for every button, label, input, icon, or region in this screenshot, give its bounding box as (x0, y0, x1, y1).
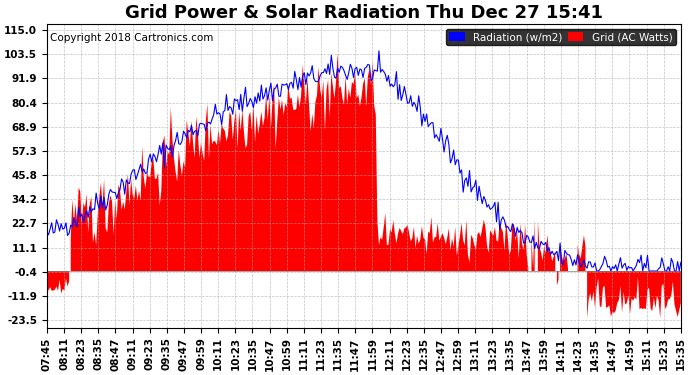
Text: Copyright 2018 Cartronics.com: Copyright 2018 Cartronics.com (50, 33, 213, 43)
Title: Grid Power & Solar Radiation Thu Dec 27 15:41: Grid Power & Solar Radiation Thu Dec 27 … (125, 4, 603, 22)
Legend: Radiation (w/m2), Grid (AC Watts): Radiation (w/m2), Grid (AC Watts) (446, 29, 676, 45)
